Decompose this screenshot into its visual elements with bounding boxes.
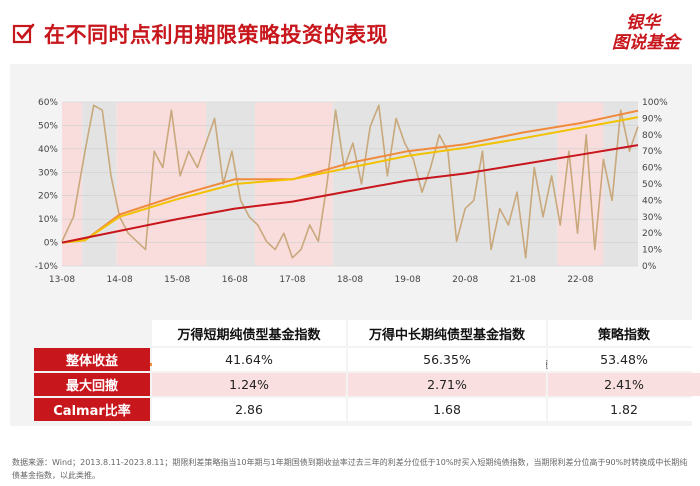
x-tick-label: 19-08: [395, 275, 421, 285]
y-left-tick-label: 10%: [38, 215, 58, 225]
y-left-tick-label: 40%: [38, 145, 58, 155]
series-line-0: [61, 144, 639, 244]
checkbox-check-icon: [12, 23, 35, 44]
x-tick-label: 13-08: [49, 275, 75, 285]
x-tick-label: 15-08: [164, 275, 190, 285]
table-row-label: 整体收益: [34, 348, 150, 371]
page-title: 在不同时点利用期限策略投资的表现: [44, 23, 388, 47]
table-row-label: Calmar比率: [34, 398, 150, 421]
buy-short-shade: [62, 102, 83, 266]
series-line-2: [61, 116, 639, 244]
table-header-cell: 万得短期纯债型基金指数: [152, 320, 346, 346]
table-cell: 2.41%: [548, 373, 700, 396]
table-cell: 1.82: [548, 398, 700, 421]
table-header-cell: 策略指数: [548, 320, 700, 346]
table-row-label: 最大回撤: [34, 373, 150, 396]
y-right-tick-label: 20%: [642, 229, 662, 239]
x-tick-label: 21-08: [510, 275, 536, 285]
line-chart: 60% 50% 40% 30% 20% 10% 0% -10% 100% 90% 80% 70% 60%…: [35, 98, 668, 285]
x-tick-label: 14-08: [107, 275, 133, 285]
content-panel: 60% 50% 40% 30% 20% 10% 0% -10% 100% 90% 80% 70% 60%…: [10, 64, 692, 426]
x-tick-label: 16-08: [222, 275, 248, 285]
y-left-tick-label: -10%: [35, 262, 59, 272]
y-left-tick-label: 0%: [44, 239, 59, 249]
table-cell: 1.24%: [152, 373, 346, 396]
buy-long-shade: [82, 102, 117, 266]
y-right-tick-label: 60%: [642, 164, 662, 174]
y-left-tick-label: 60%: [38, 98, 58, 108]
buy-long-shade: [206, 102, 255, 266]
brand-logo: 银华 图说基金: [612, 8, 694, 53]
source-note: 数据来源：Wind；2013.8.11-2023.8.11；期限利差策略指当10…: [12, 458, 688, 480]
table-cell: 41.64%: [152, 348, 346, 371]
y-right-tick-label: 100%: [642, 98, 668, 108]
y-right-tick-label: 90%: [642, 114, 662, 124]
buy-short-shade: [116, 102, 206, 266]
table-cell: 53.48%: [548, 348, 700, 371]
table-cell: 2.86: [152, 398, 346, 421]
y-right-tick-label: 50%: [642, 180, 662, 190]
series-line-3: [61, 104, 639, 259]
logo-line1: 银华: [626, 13, 660, 33]
buy-short-shade: [254, 102, 333, 266]
x-tick-label: 22-08: [567, 275, 593, 285]
y-right-tick-label: 40%: [642, 196, 662, 206]
header: 在不同时点利用期限策略投资的表现 银华 图说基金: [0, 0, 700, 62]
x-tick-label: 20-08: [452, 275, 478, 285]
y-right-tick-label: 10%: [642, 246, 662, 256]
y-right-tick-label: 0%: [642, 262, 657, 272]
x-tick-label: 17-08: [279, 275, 305, 285]
table-cell: 1.68: [348, 398, 546, 421]
y-right-tick-label: 30%: [642, 213, 662, 223]
logo-line2: 图说基金: [612, 33, 680, 53]
table-cell: 56.35%: [348, 348, 546, 371]
y-left-tick-label: 30%: [38, 168, 58, 178]
y-right-tick-label: 70%: [642, 147, 662, 157]
y-left-tick-label: 50%: [38, 121, 58, 131]
series-line-1: [61, 109, 639, 244]
y-left-tick-label: 20%: [38, 192, 58, 202]
table-header-cell: 万得中长期纯债型基金指数: [348, 320, 546, 346]
y-right-tick-label: 80%: [642, 131, 662, 141]
table-cell: 2.71%: [348, 373, 546, 396]
x-tick-label: 18-08: [337, 275, 363, 285]
